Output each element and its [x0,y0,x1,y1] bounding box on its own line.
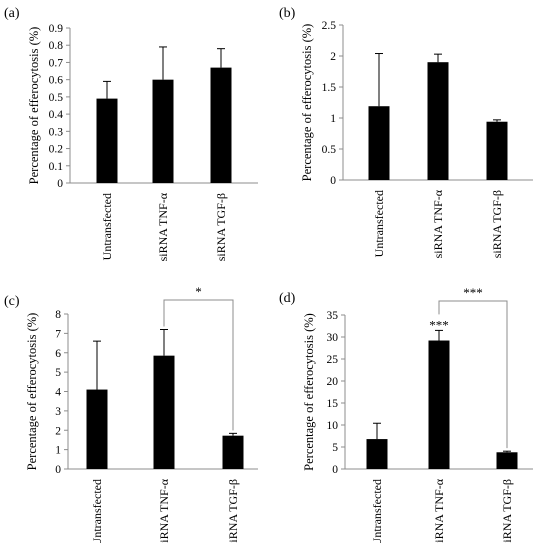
chart-d-category-label: siRNA TNF-α [432,478,446,543]
chart-a-y-axis-title: Percentage of efferocytosis (%) [27,27,41,185]
chart-panel-a: (a) 0 0.1 0.2 0.3 0.4 0.5 0.6 0.7 0.8 0.9 Percentag… [0,0,275,272]
chart-c-y-tick-label: 3 [55,406,61,418]
chart-c-y-tick-label: 4 [55,387,61,399]
chart-d-bar [366,439,388,469]
chart-b-category-label: siRNA TNF-α [431,189,445,258]
chart-a-category-label: Untransfected [100,193,114,260]
chart-b-category-label: siRNA TGF-β [490,190,504,258]
chart-c-y-tick-label: 8 [55,309,61,321]
chart-b-svg: (b) 0 0.5 1 1.5 2 2.5 Percentage of efferocytos… [279,6,533,258]
chart-d-bar [428,340,450,469]
chart-b-bar [486,121,508,180]
chart-d-y-axis-title: Percentage of efferocytosis (%) [302,313,316,471]
chart-c-y-axis-title: Percentage of efferocytosis (%) [25,313,39,471]
chart-c-panel-label: (c) [4,294,20,309]
chart-b-y-tick-label: 0.5 [322,144,337,156]
chart-a-y-tick-label: 0.3 [49,126,64,138]
chart-d-panel-label: (d) [279,291,296,306]
chart-panel-c: (c) 0 1 2 3 4 5 6 7 8 Percentage of efferocytosis … [0,272,275,543]
chart-c-bracket-label: * [195,284,202,299]
chart-c-bar [153,355,175,469]
chart-b-bar [427,62,449,181]
chart-a-y-tick-label: 0.5 [49,92,64,104]
chart-a-y-tick-label: 0.6 [49,75,64,87]
chart-b-panel-label: (b) [279,6,296,21]
chart-d-category-label: siRNA TGF-β [500,479,514,543]
chart-a-y-tick-label: 0 [57,178,63,190]
chart-b-y-axis-title: Percentage of efferocytosis (%) [300,24,314,182]
chart-c-y-tick-label: 5 [55,367,61,379]
chart-c-category-label: siRNA TGF-β [226,479,240,543]
chart-d-y-tick-label: 15 [327,398,339,410]
chart-c-bar [86,389,108,469]
chart-panel-d: (d) 0 5 10 15 20 25 30 35 Percentage of efferocyt… [275,272,550,543]
chart-d-y-tick-label: 30 [327,332,339,344]
chart-d-significance-marker: *** [429,317,449,332]
chart-b-bar [368,106,390,180]
chart-d-y-tick-label: 25 [327,354,339,366]
chart-a-y-tick-label: 0.2 [49,144,64,156]
chart-b-y-tick-label: 0 [330,175,336,187]
chart-b-y-tick-label: 2 [330,51,336,63]
chart-c-y-tick-label: 2 [55,425,61,437]
chart-c-y-tick-label: 1 [55,445,61,457]
chart-panel-b: (b) 0 0.5 1 1.5 2 2.5 Percentage of efferocytos… [275,0,550,272]
chart-a-y-tick-label: 0.9 [49,23,64,35]
chart-c-category-label: Untransfected [90,479,104,543]
chart-d-significance-bracket [438,300,508,449]
chart-b-y-tick-label: 2.5 [322,20,337,32]
chart-a-y-tick-label: 0.7 [49,57,64,69]
chart-a-y-tick-label: 0.8 [49,40,64,52]
chart-c-significance-bracket [163,299,234,431]
chart-c-y-tick-label: 0 [55,464,61,476]
chart-c-category-label: siRNA TNF-α [157,478,171,543]
chart-a-category-label: siRNA TNF-α [156,192,170,261]
chart-c-svg: (c) 0 1 2 3 4 5 6 7 8 Percentage of efferocytosis … [4,284,258,543]
chart-a-y-tick-label: 0.1 [49,161,64,173]
chart-a-bar [152,79,174,183]
chart-a-category-label: siRNA TGF-β [214,193,228,261]
chart-d-y-tick-label: 20 [327,376,339,388]
chart-d-category-label: Untransfected [370,479,384,543]
chart-b-category-label: Untransfected [372,190,386,257]
chart-b-y-tick-label: 1 [330,113,336,125]
chart-d-y-tick-label: 10 [327,420,339,432]
chart-a-svg: (a) 0 0.1 0.2 0.3 0.4 0.5 0.6 0.7 0.8 0.9 Percentag… [4,6,258,261]
chart-d-bar [496,452,518,469]
chart-d-y-tick-label: 35 [327,310,339,322]
chart-d-y-tick-label: 5 [332,442,338,454]
chart-d-y-tick-label: 0 [332,464,338,476]
chart-c-y-tick-label: 7 [55,328,61,340]
chart-a-y-tick-label: 0.4 [49,109,64,121]
chart-b-y-tick-label: 1.5 [322,82,337,94]
chart-d-bracket-label: *** [463,285,483,300]
chart-d-svg: (d) 0 5 10 15 20 25 30 35 Percentage of efferocyt… [279,285,533,543]
chart-a-bar [210,67,232,183]
chart-a-bar [96,98,118,183]
chart-c-y-tick-label: 6 [55,348,61,360]
chart-a-panel-label: (a) [4,6,20,21]
chart-c-bar [222,435,244,469]
